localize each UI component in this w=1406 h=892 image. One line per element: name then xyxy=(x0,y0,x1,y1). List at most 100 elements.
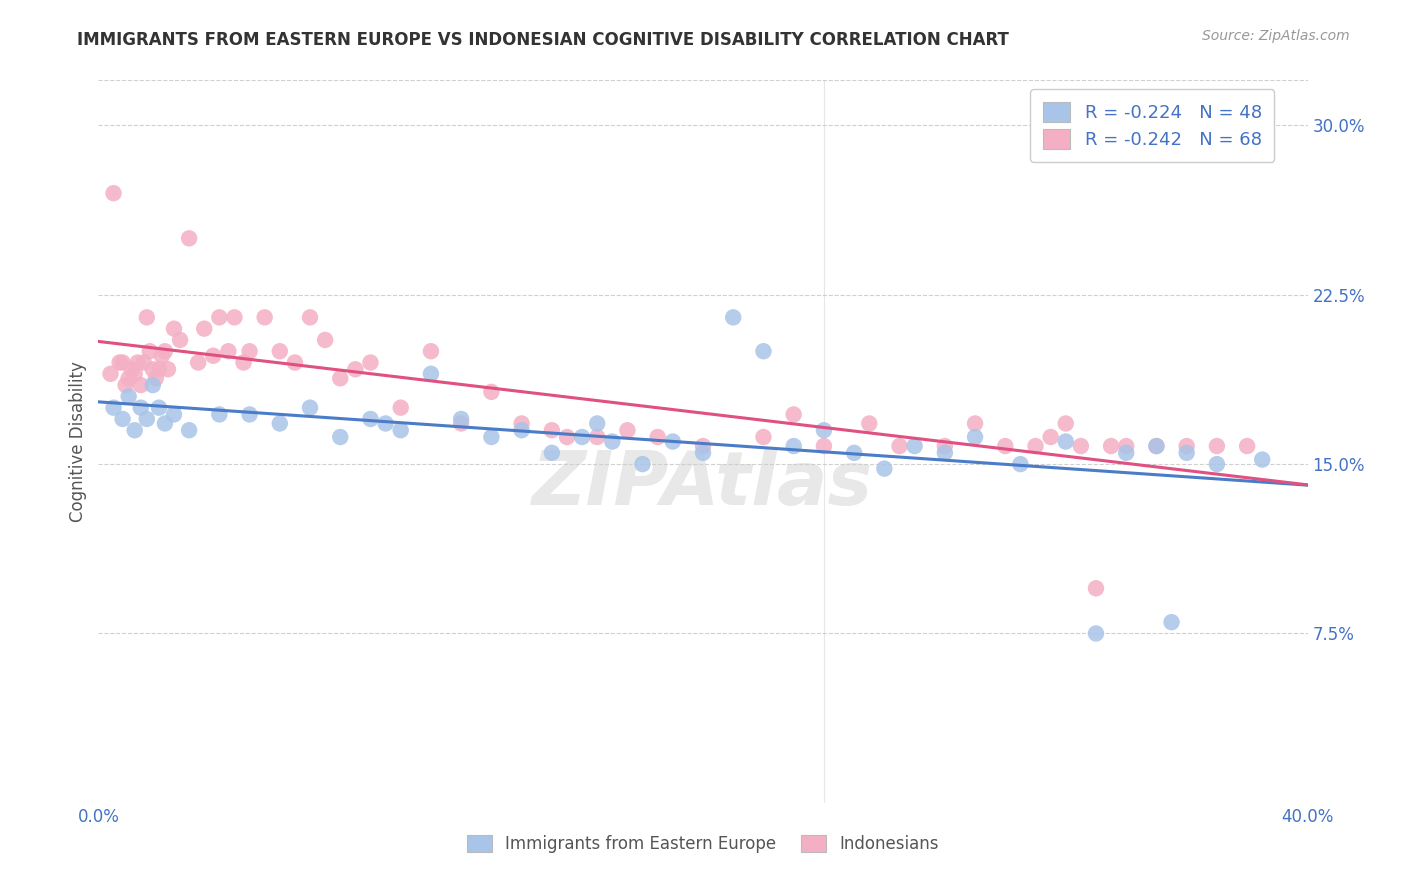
Point xyxy=(1160,615,1182,630)
Point xyxy=(1236,439,1258,453)
Point xyxy=(994,439,1017,453)
Point xyxy=(239,408,262,422)
Point xyxy=(129,401,152,415)
Point xyxy=(145,371,167,385)
Point xyxy=(1070,439,1092,453)
Y-axis label: Cognitive Disability: Cognitive Disability xyxy=(69,361,87,522)
Text: IMMIGRANTS FROM EASTERN EUROPE VS INDONESIAN COGNITIVE DISABILITY CORRELATION CH: IMMIGRANTS FROM EASTERN EUROPE VS INDONE… xyxy=(77,31,1010,49)
Point xyxy=(224,310,246,325)
Point xyxy=(284,355,307,369)
Point xyxy=(118,389,141,403)
Point xyxy=(510,423,533,437)
Point xyxy=(934,439,956,453)
Point xyxy=(752,344,775,359)
Point xyxy=(139,344,162,359)
Point xyxy=(108,355,131,369)
Point xyxy=(124,367,146,381)
Point xyxy=(153,344,176,359)
Point xyxy=(374,417,396,431)
Point xyxy=(232,355,254,369)
Point xyxy=(631,457,654,471)
Point xyxy=(100,367,122,381)
Point xyxy=(135,412,157,426)
Point xyxy=(1175,439,1198,453)
Point xyxy=(111,412,134,426)
Point xyxy=(299,310,322,325)
Point xyxy=(187,355,209,369)
Point xyxy=(813,423,835,437)
Point xyxy=(150,349,173,363)
Point xyxy=(752,430,775,444)
Point xyxy=(813,439,835,453)
Point xyxy=(1251,452,1274,467)
Point xyxy=(450,417,472,431)
Point xyxy=(103,401,125,415)
Point xyxy=(1010,457,1032,471)
Point xyxy=(1115,439,1137,453)
Point xyxy=(783,408,806,422)
Point xyxy=(163,321,186,335)
Point xyxy=(904,439,927,453)
Point xyxy=(148,401,170,415)
Point xyxy=(586,417,609,431)
Point xyxy=(124,423,146,437)
Point xyxy=(156,362,179,376)
Point xyxy=(111,355,134,369)
Point xyxy=(179,423,201,437)
Point xyxy=(692,439,714,453)
Point xyxy=(783,439,806,453)
Point xyxy=(1206,439,1229,453)
Point xyxy=(420,367,443,381)
Point xyxy=(127,355,149,369)
Point xyxy=(253,310,276,325)
Point xyxy=(555,430,578,444)
Point xyxy=(647,430,669,444)
Point xyxy=(858,417,880,431)
Point xyxy=(193,321,215,335)
Point xyxy=(208,408,231,422)
Point xyxy=(142,362,165,376)
Text: ZIPAtlas: ZIPAtlas xyxy=(533,449,873,522)
Point xyxy=(692,446,714,460)
Point xyxy=(1144,439,1167,453)
Point xyxy=(934,446,956,460)
Point xyxy=(153,417,176,431)
Point xyxy=(217,344,239,359)
Point xyxy=(602,434,624,449)
Point xyxy=(135,310,157,325)
Point xyxy=(1175,446,1198,460)
Point xyxy=(360,412,382,426)
Point xyxy=(1115,446,1137,460)
Point xyxy=(844,446,866,460)
Point xyxy=(1054,434,1077,449)
Point xyxy=(344,362,367,376)
Point xyxy=(129,378,152,392)
Point xyxy=(202,349,225,363)
Point xyxy=(269,417,291,431)
Point xyxy=(510,417,533,431)
Point xyxy=(873,461,896,475)
Point xyxy=(481,384,503,399)
Point xyxy=(208,310,231,325)
Point xyxy=(389,423,412,437)
Point xyxy=(148,362,170,376)
Point xyxy=(965,417,987,431)
Point xyxy=(1206,457,1229,471)
Point xyxy=(1054,417,1077,431)
Point xyxy=(269,344,291,359)
Point xyxy=(540,446,562,460)
Point xyxy=(239,344,262,359)
Point xyxy=(1039,430,1062,444)
Point xyxy=(179,231,201,245)
Point xyxy=(329,371,352,385)
Point xyxy=(1085,582,1108,596)
Point xyxy=(163,408,186,422)
Point xyxy=(481,430,503,444)
Point xyxy=(114,378,136,392)
Point xyxy=(329,430,352,444)
Point xyxy=(103,186,125,201)
Point xyxy=(1144,439,1167,453)
Point xyxy=(314,333,336,347)
Point xyxy=(586,430,609,444)
Point xyxy=(889,439,911,453)
